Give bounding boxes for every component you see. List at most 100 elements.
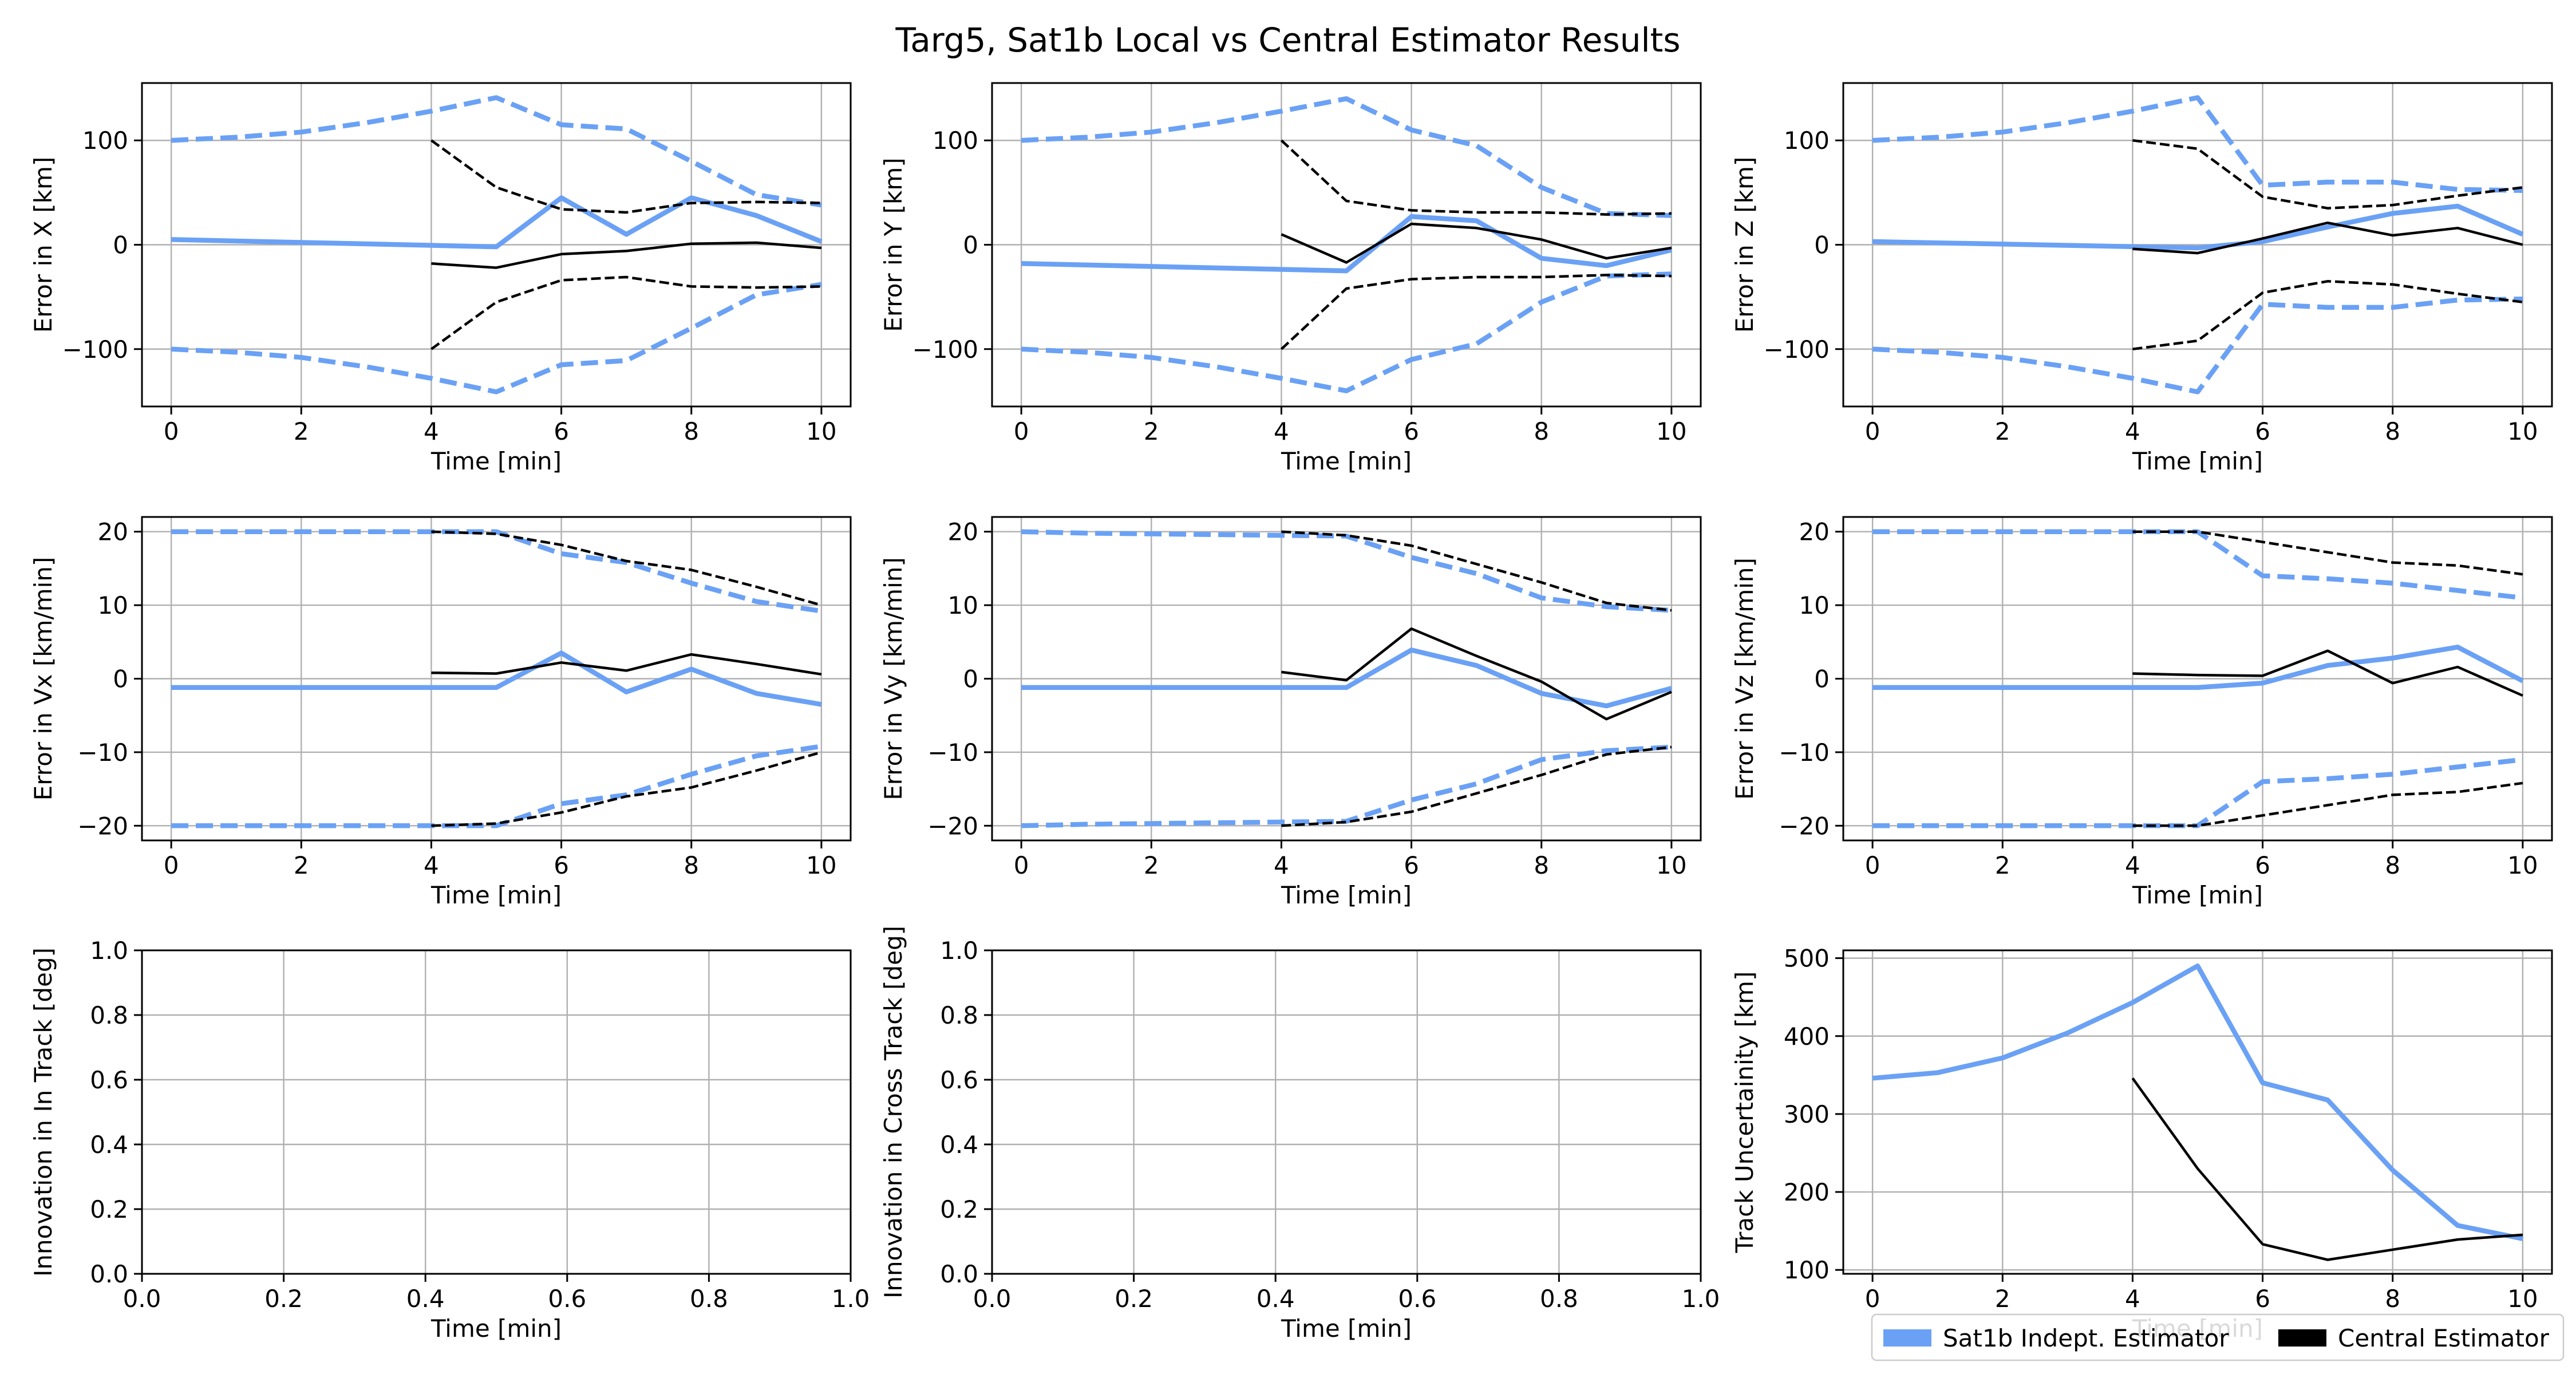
y-tick-label-0: −100 xyxy=(1764,335,1830,364)
x-tick-label-3: 6 xyxy=(1404,851,1419,879)
local-error-line-0 xyxy=(1021,647,1673,709)
y-tick-label-2: 300 xyxy=(1784,1100,1830,1128)
series-group xyxy=(1872,529,2524,828)
local-error-line-0 xyxy=(1872,963,2523,1241)
y-axis-label: Error in Z [km] xyxy=(1730,157,1759,333)
local-error-line-0 xyxy=(1872,645,2524,690)
x-tick-label-3: 6 xyxy=(2255,851,2270,879)
x-tick-label-1: 0.2 xyxy=(264,1285,303,1313)
y-tick-label-1: −10 xyxy=(927,739,978,767)
x-tick-label-5: 10 xyxy=(806,851,836,879)
x-tick-label-1: 2 xyxy=(1144,851,1159,879)
central-bound-line-4 xyxy=(430,139,821,214)
x-tick-label-1: 2 xyxy=(294,851,309,879)
x-tick-label-5: 10 xyxy=(1656,851,1686,879)
x-axis-label: Time [min] xyxy=(1281,447,1412,475)
y-tick-label-2: 0 xyxy=(1814,665,1830,693)
central-bound-line-4 xyxy=(1280,139,1672,216)
y-tick-label-4: 20 xyxy=(948,518,978,546)
subplot-1: 0 2 4 6 8 10 −100 0 100 Time [min] Error in X [km] xyxy=(29,82,852,475)
x-axis-label: Time [min] xyxy=(430,447,562,475)
local-bound-line-1 xyxy=(171,529,822,614)
legend-swatch-0 xyxy=(1883,1329,1931,1347)
x-tick-label-4: 0.8 xyxy=(1540,1285,1578,1313)
series-group xyxy=(1021,96,1672,393)
central-bound-line-5 xyxy=(431,751,822,827)
x-tick-label-5: 10 xyxy=(806,417,836,445)
y-tick-label-0: 0.0 xyxy=(90,1260,128,1288)
subplot-2: 0 2 4 6 8 10 −100 0 100 Time [min] Error in Y [km] xyxy=(879,82,1702,475)
x-tick-label-1: 2 xyxy=(1995,1285,2010,1313)
y-tick-label-1: 0 xyxy=(113,231,128,259)
subplot-6: 0 2 4 6 8 10 −20 −10 0 10 20 Time [min] Error in Vz … xyxy=(1730,516,2553,909)
local-bound-line-1 xyxy=(1021,529,1672,613)
x-tick-label-0: 0 xyxy=(164,851,179,879)
x-tick-label-0: 0.0 xyxy=(123,1285,161,1313)
x-tick-label-0: 0 xyxy=(1014,417,1029,445)
y-tick-label-0: 0.0 xyxy=(940,1260,978,1288)
x-tick-label-3: 0.6 xyxy=(548,1285,586,1313)
axes-frame xyxy=(141,949,852,1275)
y-tick-label-4: 0.8 xyxy=(940,1001,978,1029)
central-bound-line-4 xyxy=(2132,530,2523,576)
x-tick-label-3: 6 xyxy=(1404,417,1419,445)
central-bound-line-5 xyxy=(2132,781,2523,827)
axes-frame xyxy=(1842,949,2553,1275)
legend-box xyxy=(1871,1313,2565,1361)
x-tick-label-3: 6 xyxy=(554,417,569,445)
x-tick-label-0: 0 xyxy=(1014,851,1029,879)
series-group xyxy=(1872,963,2523,1261)
series-group xyxy=(171,529,822,828)
x-tick-label-0: 0 xyxy=(164,417,179,445)
y-tick-label-4: 20 xyxy=(98,518,128,546)
y-tick-label-0: −20 xyxy=(77,812,128,840)
local-bound-line-1 xyxy=(1872,529,2523,601)
x-tick-label-3: 6 xyxy=(554,851,569,879)
x-tick-label-0: 0 xyxy=(1865,417,1880,445)
subplot-8: 0.0 0.2 0.4 0.6 0.8 1.0 0.0 0.2 0.4 0.6 0.8 1.0 Time… xyxy=(879,926,1720,1343)
central-error-line-3 xyxy=(431,241,822,269)
x-tick-label-2: 0.4 xyxy=(1257,1285,1295,1313)
y-tick-label-0: −20 xyxy=(1779,812,1830,840)
subplot-5: 0 2 4 6 8 10 −20 −10 0 10 20 Time [min] Error in Vy … xyxy=(879,516,1702,909)
x-axis-label: Time [min] xyxy=(1281,1314,1412,1343)
local-bound-line-1 xyxy=(171,95,822,208)
x-tick-label-4: 8 xyxy=(1534,851,1549,879)
y-axis-label: Error in Vz [km/min] xyxy=(1730,558,1759,800)
series-group xyxy=(171,95,823,394)
y-tick-label-1: 0 xyxy=(963,231,978,259)
x-tick-label-0: 0 xyxy=(1865,1285,1880,1313)
axes-frame xyxy=(991,949,1702,1275)
x-tick-label-2: 4 xyxy=(2125,851,2140,879)
local-error-line-0 xyxy=(1872,203,2524,251)
central-error-line-3 xyxy=(431,653,822,676)
central-bound-line-5 xyxy=(1281,745,1672,827)
central-error-line-3 xyxy=(1281,627,1672,721)
x-tick-label-5: 10 xyxy=(2507,851,2538,879)
central-bound-line-4 xyxy=(1281,530,1672,612)
y-tick-label-3: 400 xyxy=(1784,1022,1830,1051)
x-tick-label-4: 8 xyxy=(2385,1285,2400,1313)
y-axis-label: Innovation in Cross Track [deg] xyxy=(879,926,907,1298)
y-tick-label-0: −20 xyxy=(927,812,978,840)
x-tick-label-4: 8 xyxy=(683,851,699,879)
x-tick-label-3: 6 xyxy=(2255,1285,2270,1313)
x-tick-label-1: 2 xyxy=(1144,417,1159,445)
local-bound-line-2 xyxy=(171,282,822,394)
x-tick-label-4: 0.8 xyxy=(690,1285,728,1313)
y-tick-label-5: 1.0 xyxy=(940,937,978,965)
y-tick-label-4: 500 xyxy=(1784,945,1830,973)
local-bound-line-1 xyxy=(1021,96,1672,218)
y-tick-label-2: 0.4 xyxy=(940,1131,978,1159)
y-tick-label-2: 0 xyxy=(113,665,128,693)
y-tick-label-1: 200 xyxy=(1784,1178,1830,1206)
x-tick-label-3: 6 xyxy=(2255,417,2270,445)
y-tick-label-3: 10 xyxy=(948,591,978,619)
x-tick-label-1: 2 xyxy=(1995,417,2010,445)
local-bound-line-2 xyxy=(1872,757,2523,828)
local-error-line-0 xyxy=(171,195,823,250)
x-tick-label-3: 0.6 xyxy=(1398,1285,1436,1313)
y-tick-label-3: 0.6 xyxy=(90,1066,128,1094)
x-tick-label-4: 8 xyxy=(683,417,699,445)
